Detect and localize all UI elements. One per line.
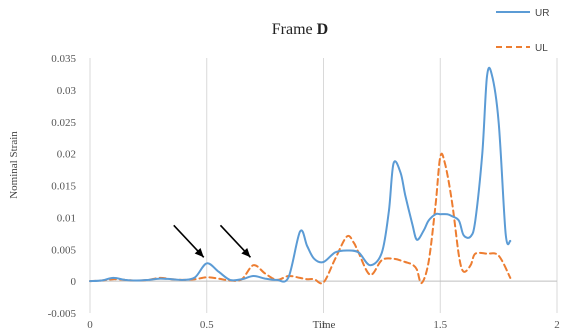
y-tick-label: 0.015 xyxy=(51,181,76,193)
y-tick-label: 0.035 xyxy=(51,53,76,65)
x-axis-label: Time xyxy=(313,319,336,331)
grid-layer xyxy=(89,58,558,313)
legend-label-ur: UR xyxy=(535,8,549,19)
y-tick-label: -0.005 xyxy=(48,308,77,320)
ticks-layer: 0 0.5 1 1.5 2 -0.005 0 0.005 0.01 0.015 0.02 0.025 0… xyxy=(48,53,560,331)
annotation-arrow xyxy=(173,224,205,258)
x-tick-label: 0 xyxy=(87,319,93,331)
x-tick-label: 0.5 xyxy=(200,319,214,331)
annotation-arrow xyxy=(219,224,252,258)
legend: UR UL xyxy=(496,8,549,54)
chart-title: Frame D xyxy=(272,21,328,38)
chart-title-letter: D xyxy=(317,21,329,38)
y-tick-label: 0 xyxy=(71,276,77,288)
y-tick-label: 0.01 xyxy=(57,212,76,224)
y-tick-label: 0.005 xyxy=(51,244,76,256)
chart-title-prefix: Frame xyxy=(272,21,317,38)
series-line-ur xyxy=(89,66,512,283)
y-axis-label: Nominal Strain xyxy=(8,131,20,199)
x-tick-label: 1.5 xyxy=(433,319,447,331)
x-tick-label: 2 xyxy=(554,319,560,331)
series-line-ul xyxy=(89,152,512,285)
legend-label-ul: UL xyxy=(535,43,548,54)
y-tick-label: 0.02 xyxy=(57,149,76,161)
y-tick-label: 0.03 xyxy=(57,85,77,97)
y-tick-label: 0.025 xyxy=(51,117,76,129)
series-layer xyxy=(89,66,512,285)
x-tick-label: 1 xyxy=(321,319,327,331)
annotation-layer xyxy=(173,224,252,258)
